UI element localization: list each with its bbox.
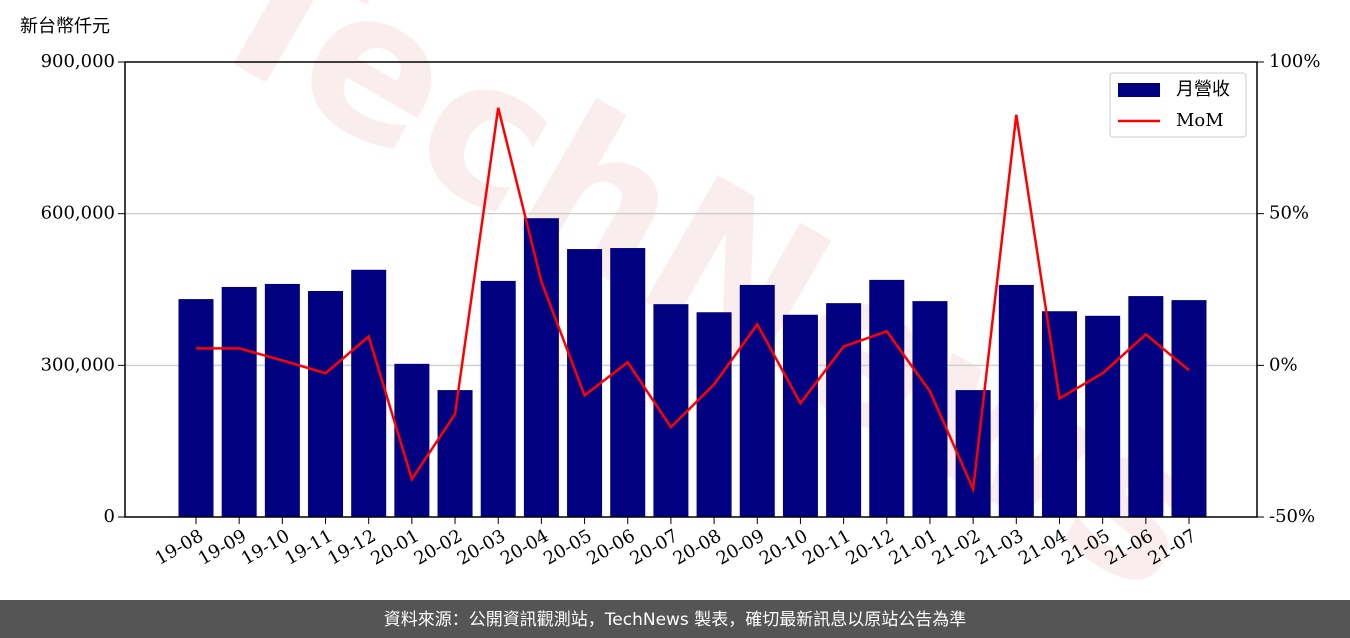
x-tick-label: 21-01	[886, 525, 941, 569]
bar	[221, 286, 257, 517]
y-tick-label: 0	[104, 506, 115, 527]
bar	[264, 283, 300, 517]
bar	[739, 284, 775, 517]
bar	[1041, 311, 1077, 517]
x-tick-label: 20-02	[411, 525, 466, 569]
bar	[1128, 296, 1164, 517]
x-tick-label: 20-04	[497, 525, 552, 569]
legend-swatch	[1118, 83, 1160, 97]
y-tick-label: 900,000	[41, 51, 115, 72]
footer-bar	[0, 600, 1350, 638]
y2-tick-label: -50%	[1269, 506, 1315, 527]
y2-tick-label: 50%	[1269, 203, 1309, 224]
x-tick-label: 19-10	[238, 525, 293, 569]
bar	[912, 301, 948, 517]
bar	[351, 269, 387, 517]
plot-frame	[124, 61, 1258, 518]
x-tick-label: 20-03	[454, 525, 509, 569]
bar	[782, 314, 818, 517]
x-tick-label: 19-11	[281, 525, 336, 569]
x-tick-label: 20-01	[367, 525, 422, 569]
bar	[567, 249, 603, 518]
y2-tick-label: 100%	[1269, 51, 1320, 72]
bar	[955, 390, 991, 517]
bar	[1085, 315, 1121, 517]
y-tick-label: 300,000	[41, 354, 115, 375]
y-axis-label: 新台幣仟元	[20, 16, 110, 37]
x-tick-label: 20-07	[626, 525, 681, 569]
bar	[480, 280, 516, 517]
line	[196, 107, 1190, 494]
x-tick-label: 19-12	[324, 525, 379, 569]
x-tick-label: 20-05	[540, 525, 595, 569]
x-tick-label: 20-12	[842, 525, 897, 569]
x-tick-label: 20-10	[756, 525, 811, 569]
bar	[610, 248, 646, 518]
x-tick-label: 19-08	[152, 525, 207, 569]
legend-label: 月營收	[1176, 79, 1230, 100]
bar	[1171, 300, 1207, 517]
x-tick-label: 20-06	[583, 525, 638, 569]
x-tick-label: 19-09	[195, 525, 250, 569]
footer-text: 資料來源：公開資訊觀測站，TechNews 製表，確切最新訊息以原站公告為準	[384, 610, 966, 630]
bar	[826, 303, 862, 517]
y-tick-label: 600,000	[41, 203, 115, 224]
x-tick-label: 20-09	[713, 525, 768, 569]
bar	[178, 299, 214, 517]
x-tick-label: 20-11	[799, 525, 854, 569]
bar	[696, 312, 732, 517]
x-tick-label: 20-08	[670, 525, 725, 569]
y2-tick-label: 0%	[1269, 354, 1298, 375]
bar	[998, 284, 1034, 517]
legend-label: MoM	[1176, 110, 1224, 131]
bar	[523, 218, 559, 517]
bar	[869, 279, 905, 517]
bar	[308, 291, 344, 517]
